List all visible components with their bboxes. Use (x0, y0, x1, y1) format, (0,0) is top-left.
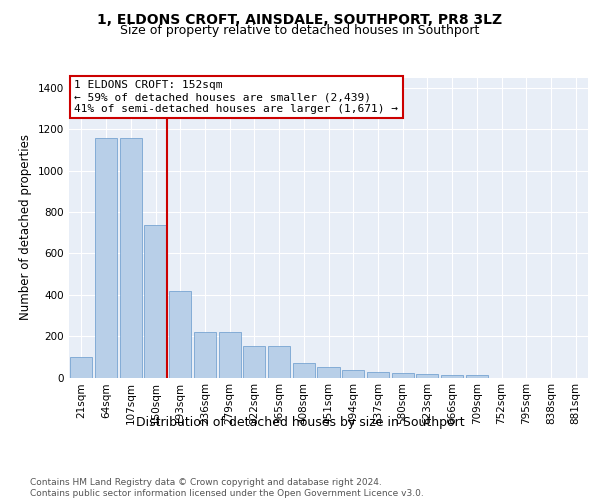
Text: Size of property relative to detached houses in Southport: Size of property relative to detached ho… (121, 24, 479, 37)
Bar (218, 332, 241, 378)
Bar (392, 374, 414, 378)
Text: 1 ELDONS CROFT: 152sqm
← 59% of detached houses are smaller (2,439)
41% of semi-: 1 ELDONS CROFT: 152sqm ← 59% of detached… (74, 80, 398, 114)
Bar (293, 363, 315, 378)
Bar (169, 290, 191, 378)
Bar (466, 376, 488, 378)
Bar (317, 367, 340, 378)
Bar (416, 374, 439, 378)
Bar (194, 332, 216, 378)
Text: 1, ELDONS CROFT, AINSDALE, SOUTHPORT, PR8 3LZ: 1, ELDONS CROFT, AINSDALE, SOUTHPORT, PR… (97, 12, 503, 26)
Text: Contains HM Land Registry data © Crown copyright and database right 2024.
Contai: Contains HM Land Registry data © Crown c… (30, 478, 424, 498)
Text: Distribution of detached houses by size in Southport: Distribution of detached houses by size … (136, 416, 464, 429)
Bar (342, 370, 364, 378)
Bar (119, 138, 142, 378)
Bar (145, 226, 167, 378)
Bar (70, 357, 92, 378)
Bar (367, 372, 389, 378)
Bar (95, 138, 117, 378)
Bar (243, 346, 265, 378)
Bar (268, 346, 290, 378)
Bar (441, 375, 463, 378)
Y-axis label: Number of detached properties: Number of detached properties (19, 134, 32, 320)
